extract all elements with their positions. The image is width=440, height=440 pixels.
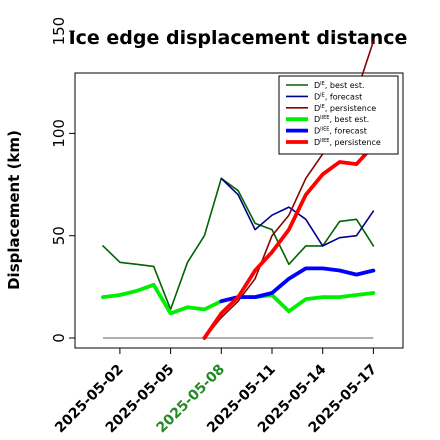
legend-label: DIIEE, persistence — [314, 138, 381, 147]
chart-title: Ice edge displacement distance — [69, 27, 408, 49]
plot-area: 0501001502002502025-05-022025-05-052025-… — [50, 17, 404, 436]
y-tick-label: 50 — [50, 226, 68, 245]
legend-label: DIE, best est. — [314, 81, 365, 90]
legend-label: DIIEE, forecast — [314, 127, 367, 136]
y-tick-label: 100 — [50, 119, 68, 148]
legend-label: DIE, forecast — [314, 92, 362, 101]
legend: DIE, best est. DIE, forecast DIE, persiste… — [278, 75, 399, 155]
y-axis-label: Displacement (km) — [5, 130, 23, 290]
y-tick-label: 0 — [50, 333, 68, 343]
legend-label: DIE, persistence — [314, 104, 376, 113]
y-tick-label: 150 — [50, 17, 68, 46]
series-line — [202, 143, 376, 340]
series-line — [219, 266, 376, 304]
plot-frame — [74, 72, 404, 349]
series-line — [102, 177, 375, 311]
legend-label: DIIEE, best est. — [314, 115, 369, 124]
